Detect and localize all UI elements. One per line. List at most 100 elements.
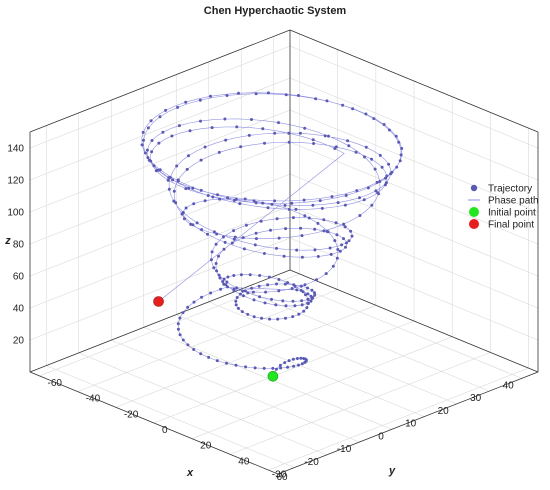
trajectory-point xyxy=(344,193,348,197)
trajectory-point xyxy=(146,126,150,130)
trajectory-point xyxy=(177,124,181,128)
trajectory-point xyxy=(211,195,215,199)
trajectory-point xyxy=(243,197,247,201)
trajectory-point xyxy=(284,227,288,231)
tick-layer: 20 40 60 80 100 120 140 -30 -20 -10 0 10 20 30 40 -60 -4… xyxy=(7,144,514,484)
x-tick-label: 20 xyxy=(438,406,450,417)
trajectory-point xyxy=(263,301,267,305)
trajectory-point xyxy=(216,193,219,197)
trajectory-point xyxy=(215,269,219,273)
trajectory-point xyxy=(370,203,374,207)
trajectory-point xyxy=(306,286,309,290)
trajectory-point xyxy=(221,235,225,239)
trajectory-point xyxy=(327,134,330,138)
grid-layer xyxy=(29,33,539,471)
trajectory-point xyxy=(298,131,302,135)
trajectory-point xyxy=(212,230,216,234)
trajectory-point xyxy=(246,312,250,316)
trajectory-point xyxy=(377,192,381,196)
trajectory-point xyxy=(276,317,280,321)
trajectory-point xyxy=(283,203,287,207)
trajectory-point xyxy=(306,292,310,296)
y-tick-label: 20 xyxy=(200,441,212,452)
z-tick-label: 40 xyxy=(13,304,25,315)
trajectory-point xyxy=(355,189,359,193)
trajectory-point xyxy=(330,195,334,199)
trajectory-point xyxy=(295,248,299,252)
trajectory-point xyxy=(230,241,234,245)
trajectory-point xyxy=(243,289,247,293)
trajectory-point xyxy=(264,290,268,294)
trajectory-point xyxy=(299,284,303,288)
trajectory-point xyxy=(267,275,271,279)
trajectory-point xyxy=(284,304,288,308)
trajectory-point xyxy=(140,143,144,147)
trajectory-point xyxy=(232,229,236,233)
trajectory-point xyxy=(299,288,303,292)
trajectory-point xyxy=(358,214,362,217)
legend-label-initial: Initial point xyxy=(488,208,536,219)
trajectory-point xyxy=(375,180,379,184)
trajectory-point xyxy=(278,363,282,367)
trajectory-point xyxy=(397,140,401,144)
trajectory-point xyxy=(146,156,150,160)
trajectory-point xyxy=(226,285,230,289)
trajectory-point xyxy=(252,315,256,319)
grid-line xyxy=(230,352,491,455)
trajectory-point xyxy=(157,141,161,145)
trajectory-point xyxy=(387,128,391,132)
trajectory-point xyxy=(224,138,228,142)
y-tick-label: -20 xyxy=(124,409,139,420)
trajectory-point xyxy=(253,366,257,370)
trajectory-point xyxy=(254,231,258,235)
trajectory-point xyxy=(335,233,339,237)
trajectory-point xyxy=(232,287,236,291)
trajectory-point xyxy=(192,348,196,351)
trajectory-point xyxy=(326,230,330,234)
trajectory-point xyxy=(251,290,255,294)
y-tick-label: 60 xyxy=(276,472,288,483)
trajectory-point xyxy=(316,221,320,225)
grid-line xyxy=(289,77,539,181)
trajectory-point xyxy=(294,207,298,211)
trajectory-point xyxy=(191,223,195,227)
grid-line xyxy=(289,205,539,309)
trajectory-point xyxy=(199,158,203,162)
trajectory-point xyxy=(315,278,318,282)
trajectory-point xyxy=(313,293,317,297)
trajectory-point xyxy=(219,287,223,291)
z-axis-label: z xyxy=(4,235,11,247)
trajectory-point xyxy=(232,199,236,202)
trajectory-point xyxy=(363,155,367,159)
trajectory-point xyxy=(297,312,301,316)
trajectory-point xyxy=(235,125,239,129)
trajectory-point xyxy=(149,119,153,123)
trajectory-point xyxy=(351,107,355,111)
trajectory-point xyxy=(217,273,221,277)
trajectory-point xyxy=(158,115,162,119)
grid-line xyxy=(29,77,291,181)
trajectory-point xyxy=(320,206,324,210)
legend-label-trajectory: Trajectory xyxy=(488,184,532,195)
trajectory-point xyxy=(260,316,264,320)
trajectory-point xyxy=(234,303,238,307)
trajectory-point xyxy=(254,92,258,96)
trajectory-point xyxy=(373,167,377,171)
trajectory-point xyxy=(303,360,307,364)
trajectory-point xyxy=(284,93,288,97)
trajectory-point xyxy=(270,202,274,206)
trajectory-point xyxy=(258,274,262,277)
trajectory-point xyxy=(299,226,303,230)
trajectory-point xyxy=(290,201,294,205)
trajectory-point xyxy=(210,250,214,254)
trajectory-point xyxy=(152,164,156,168)
trajectory-point xyxy=(209,94,212,98)
grid-line xyxy=(289,109,539,213)
trajectory-point xyxy=(328,246,332,250)
trajectory-point xyxy=(198,98,202,102)
trajectory-point xyxy=(176,105,180,109)
trajectory-point xyxy=(221,280,225,284)
trajectory-point xyxy=(241,289,245,293)
trajectory-point xyxy=(149,159,153,163)
trajectory-point xyxy=(253,243,257,247)
